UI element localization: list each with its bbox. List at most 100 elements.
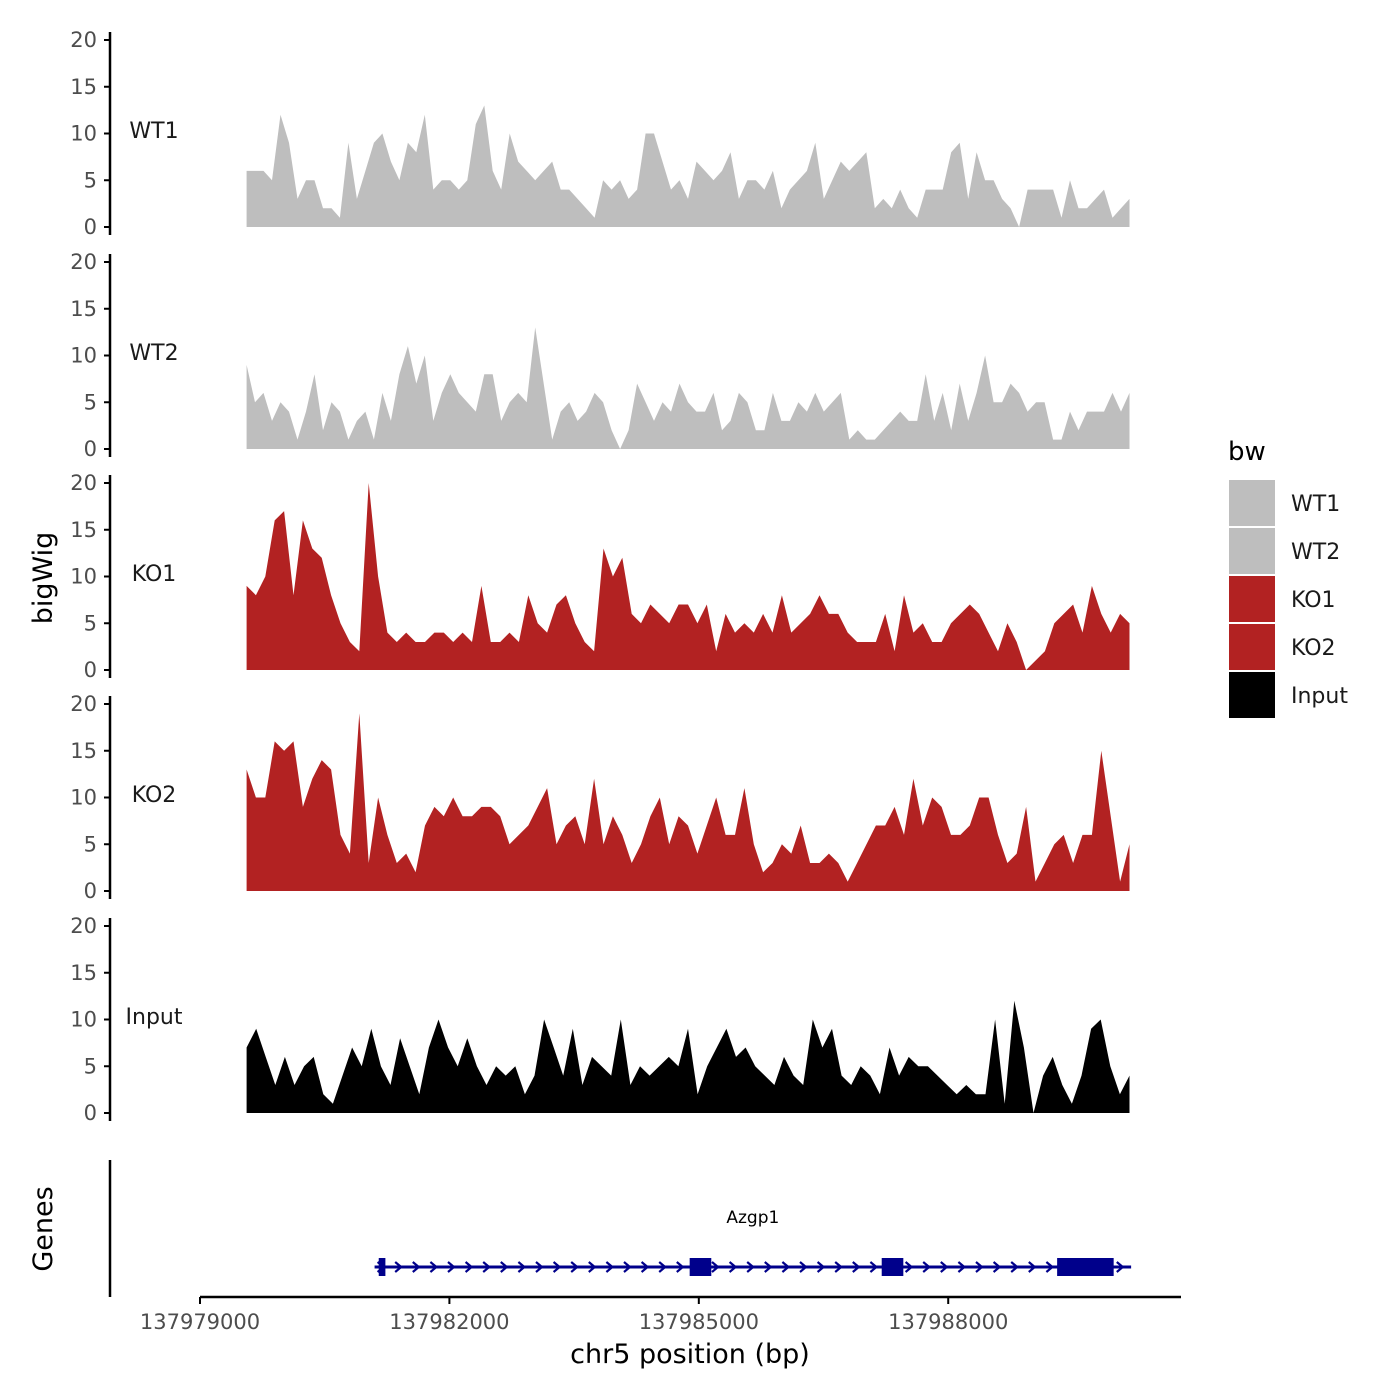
strand-arrow [975,1261,984,1273]
strand-arrow [922,1261,931,1273]
y-tick-label: 5 [84,1054,97,1078]
track-label: KO1 [132,562,177,587]
exon-block [881,1258,904,1276]
x-tick-label: 137982000 [389,1310,509,1334]
strand-arrow [640,1261,650,1273]
strand-arrow [623,1261,632,1273]
strand-arrow [429,1261,439,1273]
strand-arrow [764,1261,773,1273]
strand-arrow [992,1261,1002,1273]
legend-label: WT2 [1291,540,1340,565]
strand-arrow [1045,1261,1055,1273]
y-axis-title: bigWig [28,532,59,625]
track-label: KO2 [132,783,177,808]
legend-item-input: Input [1229,672,1348,718]
legend-swatch [1229,480,1275,526]
y-tick-label: 20 [70,914,97,938]
strand-arrow [834,1261,843,1273]
track-wt2: 0 5 10 15 20 WT2 [70,250,1130,461]
y-tick-label: 15 [70,518,97,542]
strand-arrow [746,1261,755,1273]
y-tick-label: 15 [70,961,97,985]
track-label: WT2 [129,341,178,366]
legend-label: KO1 [1291,588,1336,613]
x-tick-label: 137979000 [140,1310,260,1334]
exon-block [1057,1258,1114,1276]
y-tick-label: 5 [84,611,97,635]
strand-arrow [570,1261,579,1273]
strand-arrow [711,1261,720,1273]
strand-arrow [728,1261,738,1273]
track-ko1: 0 5 10 15 20 KO1 [70,471,1130,682]
y-tick-label: 10 [70,565,97,589]
legend-swatch [1229,672,1275,718]
coverage-area-ko1 [246,483,1130,670]
legend-swatch [1229,528,1275,574]
strand-arrow [482,1261,491,1273]
strand-arrow [904,1261,914,1273]
y-tick-label: 5 [84,832,97,856]
strand-arrow [535,1261,544,1273]
x-tick-label: 137988000 [888,1310,1008,1334]
y-tick-label: 0 [84,1101,97,1125]
y-tick-label: 0 [84,215,97,239]
strand-arrow [552,1261,562,1273]
legend-item-wt1: WT1 [1229,480,1340,526]
y-tick-label: 0 [84,658,97,682]
y-tick-label: 0 [84,437,97,461]
y-tick-label: 10 [70,344,97,368]
legend-swatch [1229,576,1275,622]
genes-track: Genes Azgp1 [28,1160,1132,1297]
strand-arrow [588,1261,597,1273]
genes-track-title: Genes [28,1186,59,1271]
legend: bw WT1 WT2 KO1 KO2 Input [1228,437,1348,718]
y-tick-label: 20 [70,250,97,274]
y-tick-label: 10 [70,786,97,810]
strand-arrow [500,1261,509,1273]
x-tick-label: 137985000 [639,1310,759,1334]
strand-arrow [464,1261,474,1273]
x-axis-title: chr5 position (bp) [570,1339,810,1370]
strand-arrow [412,1261,421,1273]
y-tick-label: 0 [84,879,97,903]
strand-arrow [1028,1261,1037,1273]
bigwig-tracks: 0 5 10 15 20 WT1 0 5 10 15 20 WT2 0 5 10 15 20 KO1 0 5 10 15 2… [70,28,1130,1125]
coverage-area-wt1 [246,105,1130,227]
y-tick-label: 20 [70,28,97,52]
strand-arrow [957,1261,967,1273]
track-label: Input [126,1005,183,1030]
strand-arrow [517,1261,527,1273]
strand-arrow [869,1261,879,1273]
exon-block [378,1258,386,1276]
coverage-area-input [246,1000,1130,1113]
legend-title: bw [1228,437,1266,467]
strand-arrow [658,1261,667,1273]
legend-swatch [1229,624,1275,670]
strand-arrow [394,1261,403,1273]
x-axis: 137979000 137982000 137985000 137988000 [140,1295,1181,1334]
y-tick-label: 5 [84,390,97,414]
exon-block [689,1258,712,1276]
y-tick-label: 15 [70,739,97,763]
coverage-area-ko2 [246,713,1130,891]
track-label: WT1 [129,119,178,144]
legend-label: KO2 [1291,636,1336,661]
strand-arrow [447,1261,456,1273]
y-tick-label: 15 [70,75,97,99]
y-tick-label: 10 [70,122,97,146]
y-tick-label: 5 [84,168,97,192]
track-wt1: 0 5 10 15 20 WT1 [70,28,1130,239]
legend-item-ko1: KO1 [1229,576,1336,622]
coverage-area-wt2 [246,327,1130,449]
strand-arrow [940,1261,949,1273]
track-input: 0 5 10 15 20 Input [70,914,1130,1125]
legend-label: WT1 [1291,492,1340,517]
y-tick-label: 20 [70,692,97,716]
strand-arrow [816,1261,826,1273]
strand-arrow [852,1261,861,1273]
legend-item-wt2: WT2 [1229,528,1340,574]
strand-arrow [1116,1261,1125,1273]
y-tick-label: 20 [70,471,97,495]
strand-arrow [605,1261,615,1273]
